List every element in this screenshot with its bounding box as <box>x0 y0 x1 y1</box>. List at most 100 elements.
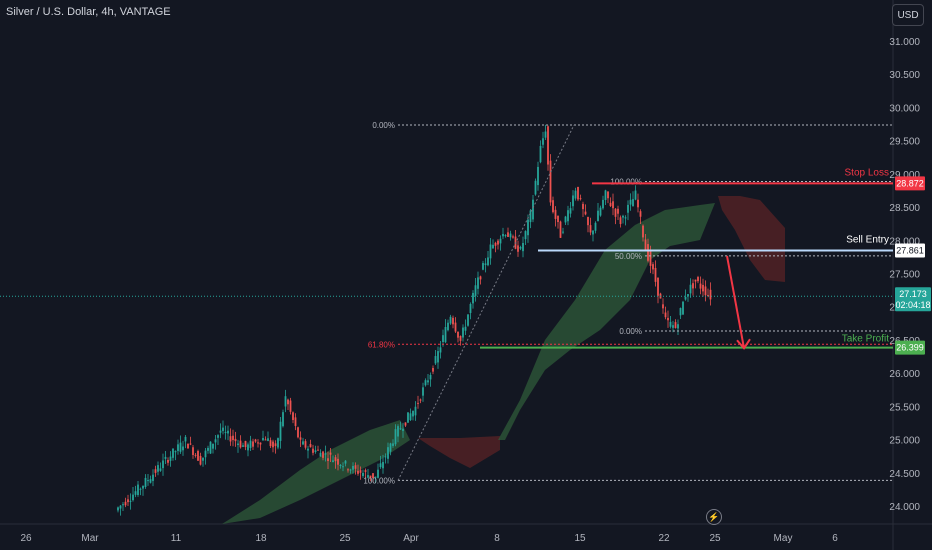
candle-body <box>117 507 119 511</box>
candle-body <box>199 455 202 465</box>
candle-body <box>497 240 499 245</box>
candle-body <box>302 441 304 445</box>
candle-body <box>399 428 402 430</box>
candle-body <box>649 251 652 266</box>
last-price-tag <box>895 287 931 312</box>
candle-body <box>357 470 359 474</box>
candle-body <box>474 285 477 296</box>
candle-body <box>129 500 132 502</box>
candle-body <box>174 451 177 453</box>
fib-level-label: 0.00% <box>372 121 395 130</box>
candle-body <box>682 301 684 315</box>
candle-body <box>684 296 687 300</box>
candle-body <box>204 450 207 458</box>
lightning-icon[interactable]: ⚡ <box>706 509 722 525</box>
candle-body <box>599 207 602 216</box>
candle-body <box>607 191 609 199</box>
candle-body <box>519 247 522 249</box>
cloud-bearish <box>718 196 785 282</box>
candle-body <box>412 410 414 417</box>
candle-body <box>554 209 557 219</box>
price-tick-label: 26.000 <box>889 369 920 380</box>
candle-body <box>327 458 329 462</box>
candle-body <box>559 221 562 238</box>
candle-body <box>227 430 229 434</box>
sell-entry-price-tag-text: 27.861 <box>896 246 924 256</box>
candle-body <box>637 199 639 208</box>
candle-body <box>249 440 252 448</box>
candle-body <box>229 436 232 442</box>
candle-body <box>707 294 709 296</box>
candle-body <box>374 476 377 478</box>
candle-body <box>332 460 334 462</box>
price-tick-label: 29.000 <box>889 170 920 181</box>
candle-body <box>502 233 504 237</box>
candle-body <box>119 505 122 509</box>
candle-body <box>342 466 344 468</box>
candle-body <box>364 470 367 472</box>
candle-body <box>552 200 554 213</box>
candle-body <box>464 326 467 331</box>
candle-body <box>147 480 149 482</box>
fib-level-label: 61.80% <box>368 340 395 349</box>
candle-body <box>594 222 597 231</box>
sell-entry-label: Sell Entry <box>846 235 889 246</box>
candle-body <box>142 485 144 489</box>
candle-body <box>337 458 339 465</box>
candle-body <box>592 230 594 235</box>
candle-body <box>629 199 632 205</box>
candle-body <box>672 325 674 328</box>
candle-body <box>632 199 634 207</box>
candle-body <box>419 399 422 401</box>
currency-button[interactable]: USD <box>892 4 924 26</box>
stop-loss-price-tag <box>895 176 925 191</box>
candle-body <box>222 427 224 432</box>
candle-body <box>614 208 617 217</box>
candle-body <box>584 211 587 215</box>
candle-body <box>444 326 447 343</box>
candle-body <box>212 443 214 449</box>
candle-body <box>184 436 187 442</box>
candle-body <box>542 138 544 145</box>
candle-body <box>424 380 427 386</box>
candle-body <box>307 448 309 451</box>
candle-body <box>264 439 267 441</box>
candle-body <box>524 231 527 240</box>
fib-trendline <box>397 124 575 481</box>
candle-body <box>439 347 442 353</box>
fib-level-label: 100.00% <box>363 476 395 485</box>
candle-body <box>387 447 389 459</box>
candle-body <box>352 465 354 470</box>
candle-body <box>692 283 694 289</box>
candle-body <box>557 215 559 223</box>
price-tick-label: 24.500 <box>889 469 920 480</box>
candle-body <box>494 242 497 246</box>
candle-body <box>334 457 337 462</box>
candle-body <box>642 225 644 238</box>
projection-arrow-line <box>726 255 745 349</box>
symbol-title: Silver / U.S. Dollar, 4h, VANTAGE <box>6 6 171 18</box>
candle-body <box>647 244 649 261</box>
candle-body <box>354 465 357 469</box>
candle-body <box>504 235 507 237</box>
candle-body <box>624 217 627 219</box>
time-tick-label: 25 <box>709 533 721 544</box>
candle-body <box>654 267 657 282</box>
time-tick-label: 8 <box>494 533 500 544</box>
candle-body <box>579 198 582 200</box>
candle-body <box>602 199 604 209</box>
candle-body <box>152 474 154 481</box>
fib-level-label: 0.00% <box>619 327 642 336</box>
take-profit-price-tag-text: 26.399 <box>896 343 924 353</box>
candle-body <box>272 441 274 448</box>
candle-body <box>219 430 222 433</box>
candle-body <box>372 473 374 479</box>
candle-body <box>294 417 297 426</box>
candle-body <box>699 283 702 289</box>
candle-body <box>162 460 164 469</box>
price-tick-label: 29.500 <box>889 137 920 148</box>
time-tick-label: 11 <box>171 533 182 544</box>
candle-body <box>217 435 219 438</box>
candle-body <box>309 444 312 448</box>
